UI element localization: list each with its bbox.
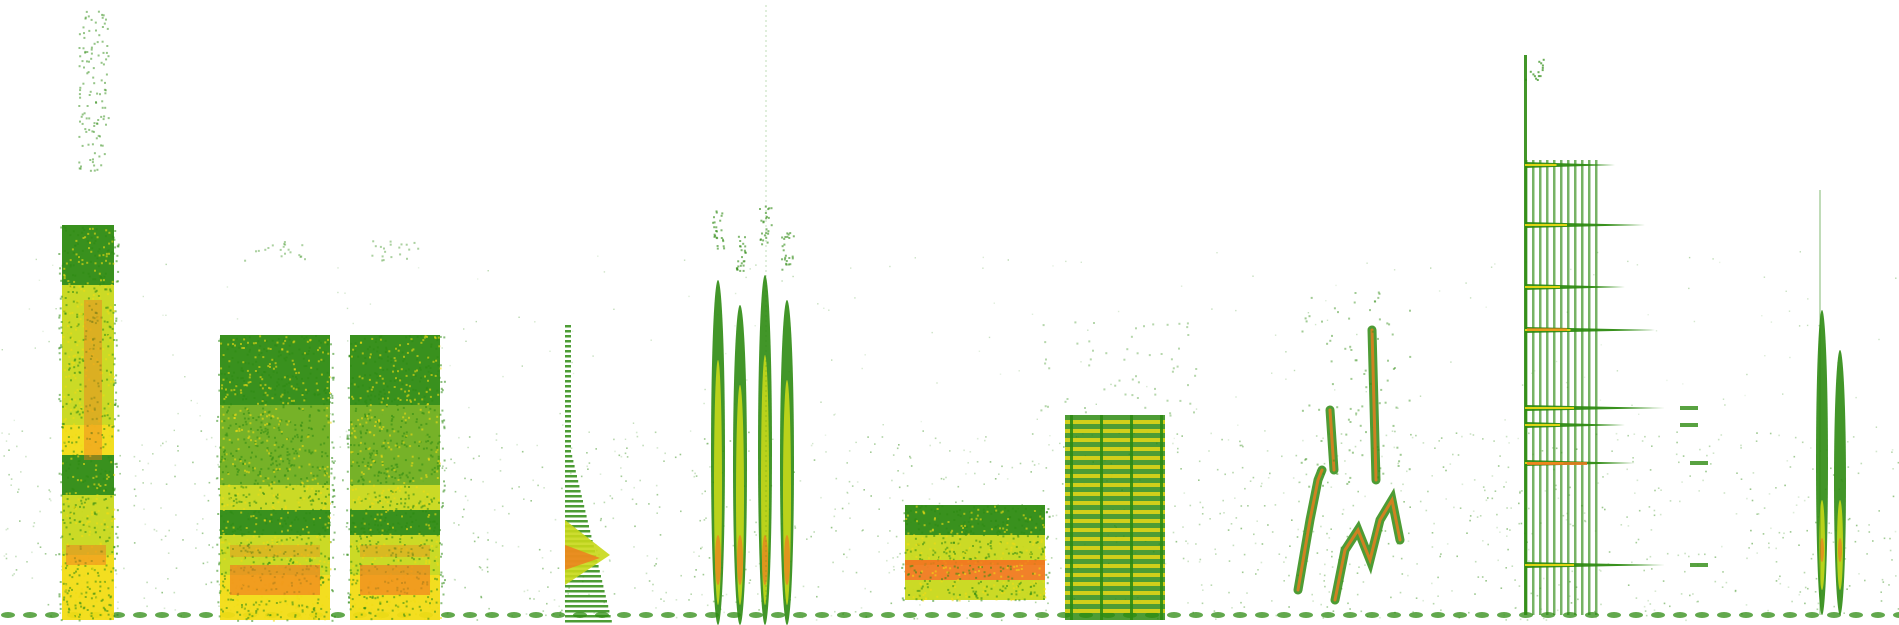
baseline-dashes (1, 612, 1899, 618)
event-clicks-group (711, 5, 795, 625)
event-harmonic-comb (1524, 55, 1708, 615)
event-frequency-sweeps (1293, 291, 1412, 605)
event-block-2 (216, 241, 336, 622)
event-harmonic-stack (901, 321, 1198, 620)
event-block-3 (346, 240, 446, 621)
event-triangle-chirp (565, 325, 612, 623)
event-broadband-burst-1 (58, 10, 120, 622)
event-final-strokes (1816, 190, 1846, 615)
